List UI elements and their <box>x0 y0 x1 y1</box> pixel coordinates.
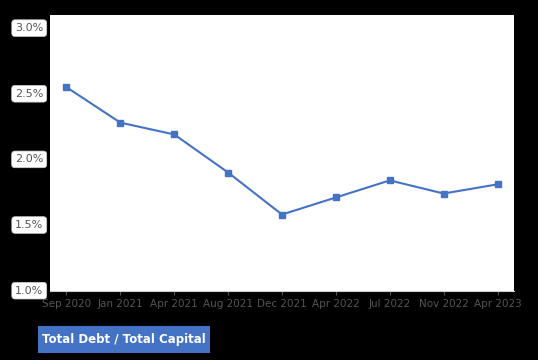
Text: 1.0%: 1.0% <box>15 286 44 296</box>
Text: 2.0%: 2.0% <box>15 154 44 165</box>
Text: 3.0%: 3.0% <box>15 23 44 33</box>
Text: 2.5%: 2.5% <box>15 89 44 99</box>
Text: Total Debt / Total Capital: Total Debt / Total Capital <box>42 333 206 346</box>
Text: 1.5%: 1.5% <box>15 220 44 230</box>
